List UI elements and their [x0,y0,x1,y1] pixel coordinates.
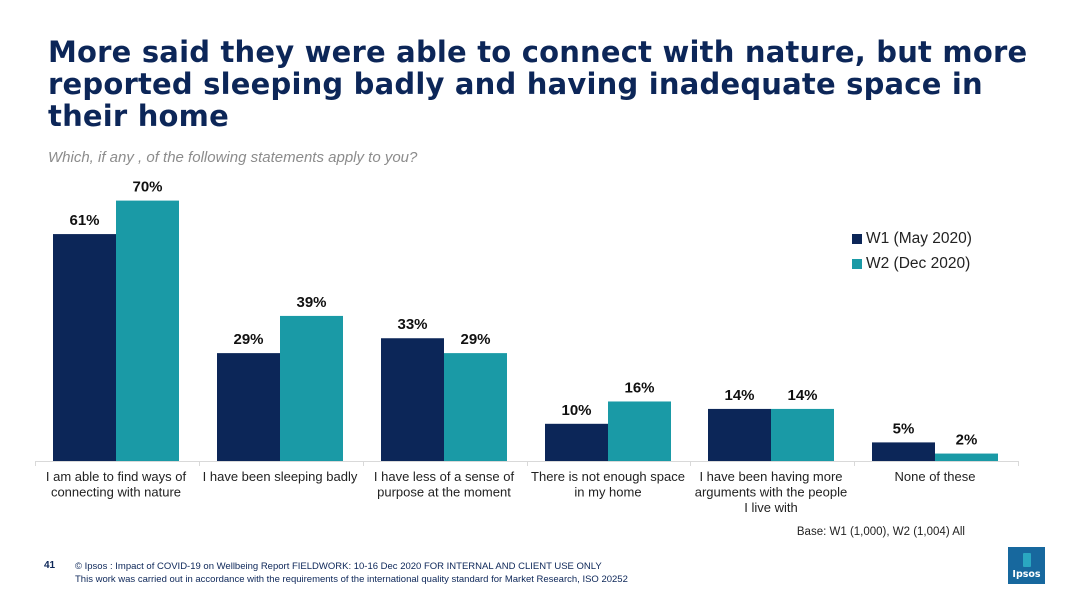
category-label: I have been having more arguments with th… [695,469,847,515]
page-title: More said they were able to connect with… [48,35,1028,133]
category-label: None of these [895,469,976,484]
data-label: 33% [397,316,427,333]
bar-w2 [771,408,834,461]
bar-w2 [280,315,343,461]
bar-w1 [545,423,608,461]
question-subtitle: Which, if any , of the following stateme… [48,149,418,166]
legend-swatch-w1 [852,233,862,244]
data-label: 29% [233,331,263,348]
legend-item-w2: W2 (Dec 2020) [852,251,972,276]
chart-legend: W1 (May 2020) W2 (Dec 2020) [852,226,972,276]
category-label: I have less of a sense of purpose at the … [374,469,515,500]
page-number: 41 [44,560,56,571]
footer-text: © Ipsos : Impact of COVID-19 on Wellbein… [75,560,628,586]
legend-label-w2: W2 (Dec 2020) [866,254,971,272]
data-label: 16% [624,379,654,396]
data-label: 39% [296,294,326,311]
legend-item-w1: W1 (May 2020) [852,226,972,251]
bar-w1 [708,408,771,461]
legend-swatch-w2 [852,258,862,269]
data-label: 5% [893,420,915,437]
bar-w2 [444,353,507,461]
bar-w2 [935,453,998,461]
logo-text: Ipsos [1012,569,1041,580]
ipsos-logo: Ipsos [1008,547,1045,584]
data-label: 14% [724,387,754,404]
base-note: Base: W1 (1,000), W2 (1,004) All [796,526,965,538]
data-label: 10% [561,402,591,419]
bar-w2 [116,200,179,461]
bar-chart: 61% 70% I am able to find ways of connectin… [35,179,1019,515]
category-label: I have been sleeping badly [203,469,358,484]
data-label: 2% [956,432,978,449]
legend-label-w1: W1 (May 2020) [866,229,972,247]
footer: 41 © Ipsos : Impact of COVID-19 on Wellb… [0,560,1080,600]
footer-line-1: © Ipsos : Impact of COVID-19 on Wellbein… [75,561,602,572]
logo-mark-icon [1023,553,1031,567]
bar-w1 [217,353,280,461]
footer-line-2: This work was carried out in accordance … [75,574,628,585]
category-label: There is not enough space in my home [531,469,685,500]
bar-w1 [53,234,116,461]
data-label: 14% [787,387,817,404]
data-label: 70% [132,179,162,196]
data-label: 61% [69,212,99,229]
data-label: 29% [460,331,490,348]
bar-w2 [608,401,671,461]
category-label: I am able to find ways of connecting with… [46,469,187,500]
bar-w1 [872,442,935,461]
bar-w1 [381,338,444,461]
